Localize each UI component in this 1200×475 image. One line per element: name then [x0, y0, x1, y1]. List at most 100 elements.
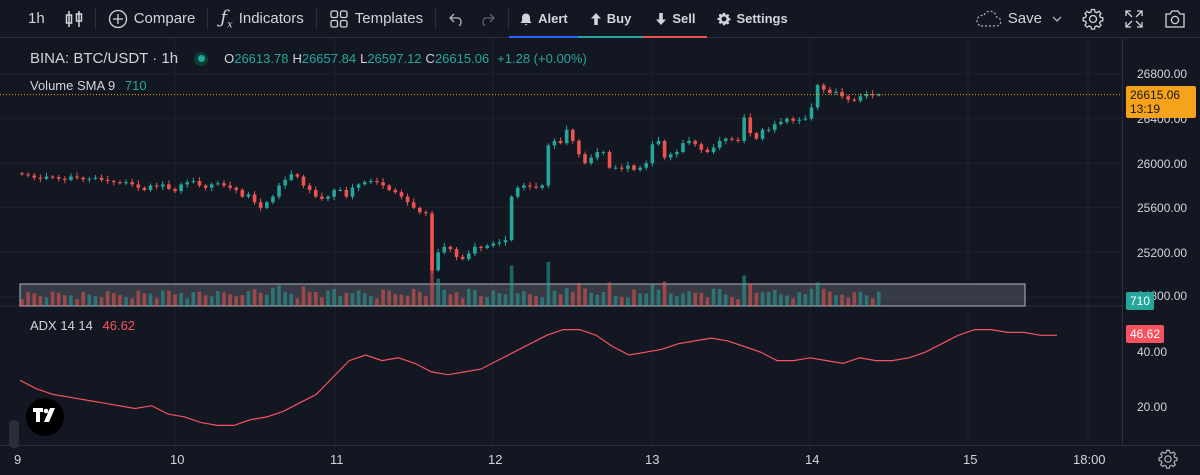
divider [508, 7, 510, 30]
interval-button[interactable]: 1h [0, 0, 61, 38]
volume-bar [577, 283, 581, 306]
candle-body [271, 196, 275, 203]
candle-body [662, 140, 667, 158]
divider [94, 7, 96, 30]
candle-body [160, 184, 165, 187]
volume-bar [852, 292, 857, 306]
save-button[interactable]: Save [966, 0, 1046, 38]
adx-legend[interactable]: ADX 14 14 46.62 [30, 318, 135, 333]
alert-button[interactable]: Alert [509, 0, 578, 38]
volume-bar [528, 294, 532, 306]
templates-label: Templates [354, 10, 424, 27]
candle-body [515, 187, 520, 197]
compare-button[interactable]: Compare [96, 0, 208, 38]
candle-body [148, 185, 153, 190]
chart-canvas[interactable] [0, 38, 1122, 445]
snapshot-button[interactable] [1154, 0, 1200, 38]
volume-bar [711, 288, 716, 306]
volume-bar [644, 293, 649, 306]
candle-body [424, 212, 428, 214]
alarm-icon [519, 12, 533, 26]
volume-bar [772, 289, 777, 306]
volume-bar [93, 296, 98, 306]
volume-bar [203, 295, 208, 306]
time-label-15: 15 [963, 452, 978, 467]
symbol-legend[interactable]: BINA: BTC/USDT · 1h O26613.78 H26657.84 … [30, 50, 587, 67]
candle-body [552, 140, 557, 146]
candle-body [436, 252, 440, 271]
volume-bar [564, 288, 569, 306]
volume-bar [840, 294, 844, 306]
candle-body [852, 99, 857, 101]
candle-body [675, 152, 679, 155]
price-label-25600: 25600.00 [1137, 201, 1188, 215]
candle-body [846, 96, 850, 100]
time-label-12: 12 [488, 452, 503, 467]
volume-bar [522, 291, 526, 306]
volume-legend[interactable]: Volume SMA 9 710 [30, 78, 147, 93]
candle-body [142, 187, 147, 190]
candle-body [724, 138, 728, 141]
volume-bar [369, 296, 373, 306]
volume-bar [834, 295, 838, 306]
change-value: +1.28 (+0.00%) [497, 51, 587, 66]
candle-body [509, 196, 514, 241]
left-scroll-handle[interactable] [9, 420, 19, 448]
redo-button[interactable] [474, 0, 508, 38]
settings-button[interactable]: Settings [707, 0, 797, 38]
candle-body [112, 181, 116, 183]
volume-bar [136, 290, 141, 306]
candle-body [320, 196, 324, 199]
candle-body [454, 249, 459, 257]
chart-pane[interactable] [0, 38, 1122, 445]
candle-body [301, 176, 306, 186]
undo-icon [448, 12, 466, 26]
low-value: 26597.12 [367, 51, 422, 66]
cloud-icon [974, 10, 1002, 28]
time-axis[interactable]: 9 10 11 12 13 14 15 18:00 [0, 445, 1200, 475]
time-axis-settings-icon[interactable] [1158, 449, 1178, 474]
settings-label: Settings [736, 11, 788, 26]
tradingview-logo[interactable] [26, 398, 64, 436]
indicators-button[interactable]: ƒx Indicators [208, 0, 315, 38]
candle-body [803, 118, 808, 120]
templates-button[interactable]: Templates [317, 0, 435, 38]
adx-label-40: 40.00 [1137, 345, 1168, 359]
candle-body [418, 207, 422, 213]
divider [315, 7, 317, 30]
volume-bar [326, 290, 330, 306]
chart-style-button[interactable] [61, 0, 95, 38]
chart-settings-button[interactable] [1072, 0, 1114, 38]
candle-body [50, 176, 55, 178]
candle-body [32, 175, 37, 178]
candle-body [350, 187, 355, 197]
candle-body [503, 240, 508, 243]
volume-bar [442, 289, 447, 306]
fullscreen-button[interactable] [1114, 0, 1154, 38]
sell-button[interactable]: Sell [643, 0, 708, 38]
volume-bar [148, 293, 153, 306]
candle-body [828, 89, 832, 93]
candle-body [522, 185, 526, 188]
candle-body [668, 154, 673, 158]
candle-body [583, 154, 587, 164]
candle-body [332, 189, 336, 197]
buy-button[interactable]: Buy [577, 0, 644, 38]
undo-button[interactable] [436, 0, 474, 38]
candle-body [840, 91, 844, 97]
candle-body [228, 185, 232, 188]
save-dropdown-button[interactable] [1046, 0, 1072, 38]
volume-bar [736, 299, 740, 306]
volume-bar [356, 290, 361, 306]
volume-bar [717, 289, 722, 306]
volume-bar [687, 291, 691, 306]
candle-body [656, 140, 661, 145]
candle-body [203, 185, 208, 188]
candle-body [69, 176, 73, 180]
candle-body [564, 129, 569, 144]
symbol-title[interactable]: BINA: BTC/USDT · 1h [30, 50, 179, 67]
volume-bar [815, 282, 820, 306]
volume-bar [38, 296, 43, 306]
volume-bar [546, 262, 551, 306]
candle-body [344, 189, 349, 197]
